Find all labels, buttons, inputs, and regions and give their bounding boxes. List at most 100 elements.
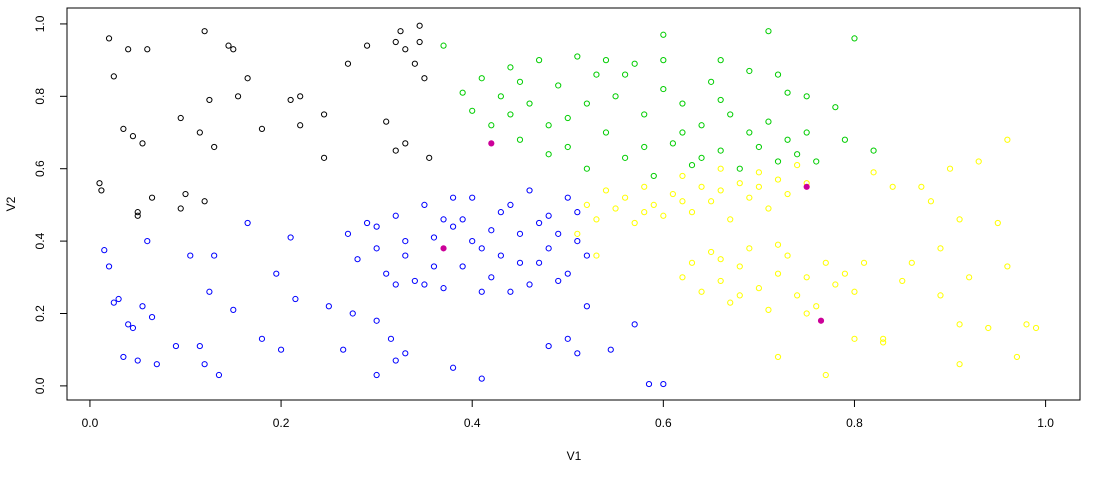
- point: [497, 209, 504, 216]
- point: [488, 140, 495, 147]
- point: [985, 324, 992, 332]
- point: [870, 169, 877, 176]
- y-tick-label: 0.0: [33, 377, 47, 394]
- point: [516, 136, 524, 143]
- point: [574, 53, 581, 60]
- point: [144, 46, 151, 53]
- x-tick-label: 0.8: [846, 416, 863, 430]
- point: [574, 238, 581, 245]
- point: [177, 114, 184, 122]
- point: [402, 238, 409, 245]
- point: [392, 281, 399, 288]
- point: [746, 67, 753, 75]
- point: [803, 129, 810, 136]
- point: [397, 28, 404, 35]
- point: [478, 288, 485, 295]
- point: [507, 64, 514, 71]
- point: [641, 111, 648, 118]
- point: [679, 100, 686, 107]
- point: [402, 350, 409, 357]
- point: [134, 209, 141, 216]
- point: [774, 176, 782, 183]
- point: [129, 133, 137, 140]
- point: [736, 180, 743, 187]
- point: [196, 342, 203, 350]
- point: [746, 129, 753, 136]
- point: [660, 57, 667, 64]
- point: [679, 274, 686, 281]
- point: [459, 89, 466, 96]
- point: [774, 353, 782, 361]
- point: [622, 154, 629, 161]
- point: [507, 111, 514, 118]
- point: [602, 129, 610, 136]
- point: [373, 371, 380, 379]
- point: [297, 93, 304, 100]
- point: [927, 198, 935, 205]
- point: [411, 277, 418, 285]
- point: [641, 183, 648, 190]
- point: [148, 314, 156, 321]
- point: [402, 252, 409, 259]
- point: [784, 252, 791, 259]
- point: [851, 335, 858, 342]
- point: [535, 57, 543, 64]
- point: [803, 274, 810, 281]
- point: [698, 122, 705, 129]
- point: [660, 85, 667, 93]
- point: [975, 158, 982, 165]
- point: [535, 259, 543, 266]
- point: [497, 252, 504, 259]
- point: [698, 154, 705, 161]
- point: [593, 252, 600, 259]
- point: [966, 274, 973, 281]
- point: [774, 158, 782, 165]
- point: [755, 169, 762, 176]
- point: [230, 46, 237, 53]
- point: [765, 28, 772, 35]
- point: [765, 306, 772, 313]
- point: [196, 129, 203, 136]
- point: [230, 306, 237, 313]
- point: [545, 342, 552, 350]
- point: [120, 125, 127, 132]
- point: [736, 263, 743, 270]
- point: [564, 143, 571, 151]
- point: [832, 281, 839, 288]
- point: [459, 263, 466, 270]
- point: [430, 234, 438, 241]
- point: [736, 292, 743, 299]
- point: [755, 143, 762, 151]
- point: [899, 277, 906, 285]
- point: [717, 147, 724, 154]
- point: [631, 219, 638, 227]
- point: [440, 42, 447, 49]
- point: [841, 136, 849, 143]
- point: [794, 151, 801, 158]
- point: [139, 140, 146, 147]
- point: [201, 28, 208, 35]
- point: [631, 321, 638, 328]
- point: [698, 288, 705, 295]
- point: [841, 270, 849, 277]
- point: [535, 219, 543, 227]
- point: [832, 104, 839, 111]
- point: [688, 259, 696, 266]
- plot-frame: [66, 7, 1081, 401]
- point: [488, 122, 495, 129]
- point: [421, 281, 428, 288]
- point: [469, 194, 476, 201]
- point: [555, 82, 562, 89]
- point: [583, 201, 590, 209]
- point: [937, 245, 944, 252]
- point: [110, 299, 117, 306]
- point: [813, 303, 820, 310]
- point: [392, 38, 399, 46]
- point: [478, 75, 485, 82]
- point: [708, 198, 715, 205]
- point: [402, 140, 409, 147]
- point: [244, 219, 251, 227]
- point: [383, 118, 390, 125]
- point: [956, 321, 963, 328]
- point: [440, 216, 447, 223]
